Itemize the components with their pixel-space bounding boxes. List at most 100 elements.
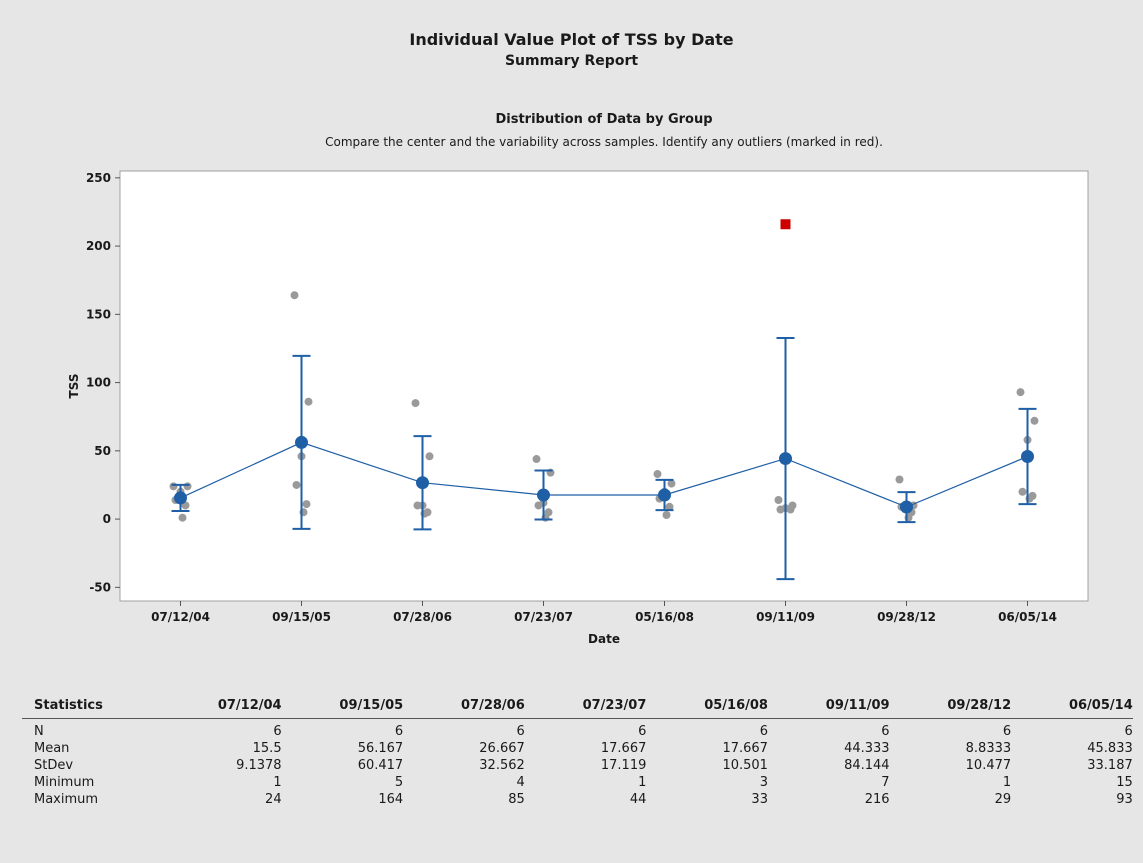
data-point [292, 480, 301, 489]
statistics-table: Statistics 07/12/04 09/15/05 07/28/06 07… [22, 692, 1133, 808]
statistics-cell: 8.8333 [965, 741, 1012, 756]
mean-marker [658, 488, 671, 502]
statistics-row-label: Minimum [34, 775, 95, 790]
section-title: Distribution of Data by Group [495, 112, 713, 127]
y-tick-label: 150 [86, 307, 111, 321]
statistics-cell: 164 [378, 792, 404, 807]
statistics-cell: 6 [1124, 724, 1133, 739]
statistics-cell: 29 [994, 792, 1012, 807]
x-tick-label: 07/12/04 [151, 610, 210, 624]
data-point [411, 399, 420, 408]
data-point [667, 479, 676, 488]
statistics-row-label: Mean [34, 741, 70, 756]
x-tick-label: 07/28/06 [393, 610, 452, 624]
statistics-cell: 6 [638, 724, 647, 739]
data-point [1016, 388, 1025, 397]
outlier-marker [780, 219, 791, 230]
data-point [1030, 416, 1039, 425]
y-tick-label: 200 [86, 239, 111, 253]
statistics-cell: 84.144 [844, 758, 890, 773]
x-tick-label: 09/15/05 [272, 610, 331, 624]
mean-marker [416, 476, 429, 490]
y-axis-label: TSS [67, 374, 81, 399]
mean-marker [900, 500, 913, 514]
statistics-column-header: 09/28/12 [947, 697, 1012, 713]
statistics-column-header: 06/05/14 [1068, 697, 1133, 713]
data-point [895, 475, 904, 484]
data-point [290, 291, 299, 300]
y-tick-label: 100 [86, 376, 111, 390]
statistics-cell: 32.562 [479, 758, 525, 773]
statistics-cell: 1 [1002, 775, 1012, 790]
statistics-column-header: 09/15/05 [339, 697, 404, 713]
statistics-row-label: StDev [34, 758, 74, 773]
statistics-cell: 15.5 [252, 741, 282, 756]
y-tick-label: 0 [103, 512, 111, 526]
statistics-cell: 24 [265, 792, 282, 807]
statistics-cell: 6 [881, 724, 890, 739]
statistics-cell: 93 [1116, 792, 1133, 807]
statistics-cell: 4 [516, 775, 525, 790]
statistics-rows: N 6 6 6 6 6 6 6 6 Mean 15.5 56.167 26.667 17.667 17.66… [22, 719, 1133, 808]
statistics-cell: 10.477 [965, 758, 1012, 773]
data-point [653, 470, 662, 479]
data-point [786, 505, 795, 514]
statistics-cell: 6 [759, 724, 768, 739]
statistics-row: StDev 9.1378 60.417 32.562 17.119 10.501 84.14… [22, 757, 1133, 774]
statistics-cell: 56.167 [357, 741, 404, 756]
data-point [304, 397, 313, 406]
statistics-cell: 5 [394, 775, 404, 790]
statistics-cell: 60.417 [357, 758, 404, 773]
y-tick-label: -50 [89, 580, 111, 594]
statistics-cell: 9.1378 [236, 758, 282, 773]
data-point [169, 482, 178, 491]
x-tick-label: 07/23/07 [514, 610, 573, 624]
statistics-column-header: 05/16/08 [704, 697, 768, 713]
report-title: Individual Value Plot of TSS by Date [409, 30, 734, 49]
data-point [534, 501, 543, 510]
statistics-row: Maximum 24 164 85 44 33 216 29 93 [22, 791, 1133, 808]
statistics-cell: 17.119 [600, 758, 647, 773]
statistics-row: Mean 15.5 56.167 26.667 17.667 17.667 44.333 8.… [22, 740, 1133, 757]
statistics-row-label: Maximum [34, 792, 99, 807]
statistics-cell: 85 [508, 792, 525, 807]
mean-connect-line [180, 441, 1028, 508]
statistics-column-header: 07/28/06 [461, 697, 525, 713]
statistics-cell: 6 [273, 724, 282, 739]
data-point [662, 511, 671, 519]
data-point [178, 513, 187, 522]
statistics-row: N 6 6 6 6 6 6 6 6 [22, 723, 1133, 740]
y-tick-label: 250 [86, 171, 111, 185]
mean-marker [779, 452, 792, 466]
statistics-column-header: 07/23/07 [582, 697, 647, 713]
statistics-cell: 216 [864, 792, 890, 807]
statistics-column-header: 07/12/04 [217, 697, 282, 713]
statistics-cell: 26.667 [479, 741, 525, 756]
mean-marker [537, 488, 550, 502]
statistics-cell: 15 [1116, 775, 1133, 790]
statistics-row: Minimum 1 5 4 1 3 7 1 15 [22, 774, 1133, 791]
mean-marker [1021, 450, 1034, 464]
statistics-cell: 3 [759, 775, 768, 790]
mean-marker [174, 491, 187, 505]
data-point [183, 482, 192, 491]
statistics-cell: 6 [394, 724, 404, 739]
statistics-header-label: Statistics [34, 697, 103, 713]
report-subtitle: Summary Report [504, 53, 639, 69]
x-tick-label: 06/05/14 [998, 610, 1057, 624]
statistics-cell: 45.833 [1087, 741, 1133, 756]
statistics-cell: 44.333 [844, 741, 890, 756]
statistics-column-header: 09/11/09 [825, 697, 890, 713]
statistics-cell: 7 [881, 775, 890, 790]
statistics-cell: 1 [273, 775, 282, 790]
statistics-cell: 10.501 [722, 758, 768, 773]
x-tick-label: 05/16/08 [635, 610, 694, 624]
data-point [774, 495, 783, 504]
y-tick-label: 50 [94, 444, 111, 458]
x-tick-label: 09/11/09 [756, 610, 815, 624]
data-point [665, 502, 674, 511]
data-point [425, 452, 434, 461]
mean-marker [295, 435, 308, 449]
statistics-row-label: N [34, 724, 44, 739]
statistics-cell: 33.187 [1087, 758, 1133, 773]
